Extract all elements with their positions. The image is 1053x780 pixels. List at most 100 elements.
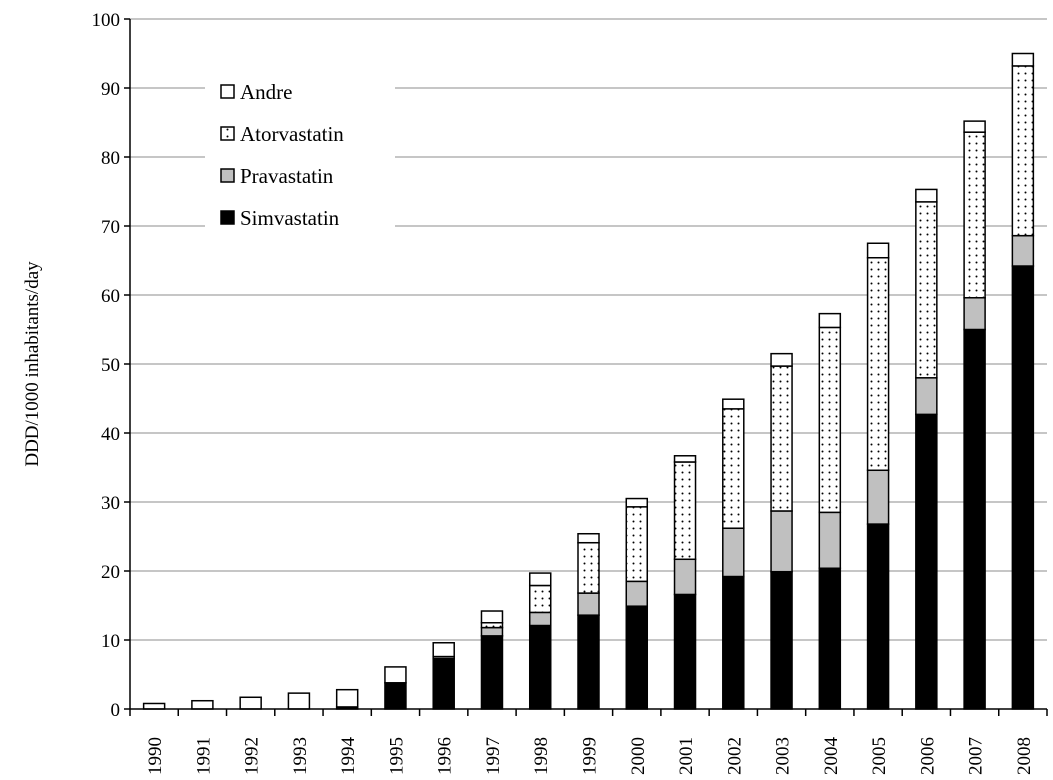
bar-segment-atorvastatin-2004 <box>818 326 842 514</box>
bar-segment-pravastatin-2002 <box>722 527 745 578</box>
legend: Andre Atorvastatin Pravastatin Simvastatin <box>205 68 395 230</box>
bar-segment-atorvastatin-2008 <box>1011 65 1035 237</box>
x-tick-label: 1996 <box>435 737 456 775</box>
bar-segment-atorvastatin-2005 <box>866 256 890 472</box>
bar-segment-atorvastatin-2007 <box>963 131 986 299</box>
bar-segment-atorvastatin-2002 <box>722 408 745 529</box>
legend-label-simvastatin: Simvastatin <box>240 206 340 230</box>
bar-segment-andre-2005 <box>866 242 890 259</box>
bar-segment-andre-2003 <box>770 352 793 367</box>
bar-segment-pravastatin-1998 <box>528 611 552 627</box>
bar-segment-pravastatin-1997 <box>480 626 504 637</box>
y-tick-label: 30 <box>101 493 120 514</box>
bar-segment-simvastatin-2006 <box>915 413 938 710</box>
x-tick-label: 2007 <box>966 737 987 775</box>
bar-segment-simvastatin-1997 <box>480 635 504 710</box>
bar-segment-simvastatin-2003 <box>770 570 793 710</box>
y-tick-label: 90 <box>101 79 120 100</box>
bar-segment-andre-2002 <box>722 398 745 410</box>
bar-segment-simvastatin-2002 <box>722 575 745 710</box>
x-tick-label: 2000 <box>628 737 649 775</box>
legend-background <box>205 68 395 228</box>
bar-segment-pravastatin-1999 <box>577 592 600 616</box>
bar-segment-andre-2007 <box>963 120 986 133</box>
bar-segment-pravastatin-2000 <box>625 580 649 607</box>
y-tick-label: 60 <box>101 286 120 307</box>
bar-segment-simvastatin-2000 <box>625 605 649 710</box>
bar-segment-andre-1991 <box>191 699 214 710</box>
bar-segment-atorvastatin-2001 <box>673 461 697 561</box>
bar-segment-pravastatin-2006 <box>915 377 938 416</box>
y-tick-label: 10 <box>101 631 120 652</box>
y-tick-label: 80 <box>101 148 120 169</box>
bar-segment-andre-1992 <box>239 696 262 710</box>
bar-segment-andre-2004 <box>818 312 842 329</box>
bar-segment-simvastatin-1999 <box>577 614 600 710</box>
bar-segment-andre-1990 <box>142 702 166 710</box>
bar-segment-atorvastatin-2003 <box>770 365 793 512</box>
bar-segment-atorvastatin-1999 <box>577 541 600 594</box>
x-tick-label: 1990 <box>145 737 166 775</box>
bar-segment-andre-2006 <box>915 188 938 203</box>
legend-label-atorvastatin: Atorvastatin <box>240 122 344 146</box>
x-tick-label: 1994 <box>338 737 359 776</box>
legend-swatch-pravastatin <box>220 168 235 183</box>
x-tick-label: 1991 <box>193 737 214 775</box>
bar-segment-andre-2000 <box>625 497 649 508</box>
bar-segment-pravastatin-2008 <box>1011 234 1035 267</box>
y-tick-label: 0 <box>111 700 121 721</box>
bar-segment-pravastatin-2003 <box>770 510 793 573</box>
x-tick-label: 1998 <box>531 737 552 775</box>
bar-segment-andre-1994 <box>335 688 359 708</box>
bar-segment-andre-1995 <box>384 666 407 684</box>
bar-segment-simvastatin-2007 <box>963 328 986 710</box>
bar-segment-simvastatin-2008 <box>1011 265 1035 710</box>
bar-segment-andre-1993 <box>287 692 311 710</box>
y-tick-label: 50 <box>101 355 120 376</box>
bar-segment-andre-1999 <box>577 532 600 544</box>
bar-segment-atorvastatin-2000 <box>625 506 649 583</box>
bar-segment-pravastatin-2001 <box>673 558 697 596</box>
bar-segment-andre-2001 <box>673 455 697 463</box>
x-tick-label: 2001 <box>676 737 697 775</box>
y-tick-labels: 0 10 20 30 40 50 60 70 80 90 100 <box>92 10 130 721</box>
x-tick-label: 1992 <box>242 737 263 775</box>
legend-swatch-andre <box>220 84 235 99</box>
bar-segment-atorvastatin-2006 <box>915 201 938 379</box>
x-tick-label: 1999 <box>580 737 601 775</box>
x-tick-labels: 1990 1991 1992 1993 1994 1995 1996 1997 1998 1999… <box>129 709 1048 776</box>
x-tick-label: 2002 <box>724 737 745 775</box>
bar-segment-simvastatin-1995 <box>384 682 407 710</box>
bar-segment-simvastatin-2005 <box>866 523 890 710</box>
bar-segment-andre-1996 <box>432 642 455 658</box>
x-tick-label: 1997 <box>483 737 504 775</box>
bar-segment-atorvastatin-1998 <box>528 584 552 614</box>
y-axis-title: DDD/1000 inhabitants/day <box>22 261 43 467</box>
bar-segment-simvastatin-1996 <box>432 657 455 710</box>
bar-segment-pravastatin-2005 <box>866 469 890 525</box>
bar-segment-simvastatin-2001 <box>673 593 697 710</box>
bar-segment-simvastatin-2004 <box>818 567 842 710</box>
legend-swatch-simvastatin <box>220 210 235 225</box>
bar-segment-simvastatin-1998 <box>528 624 552 710</box>
legend-label-pravastatin: Pravastatin <box>240 164 334 188</box>
x-tick-label: 1995 <box>386 737 407 775</box>
bar-segment-pravastatin-2004 <box>818 511 842 569</box>
y-tick-label: 100 <box>92 10 121 31</box>
y-tick-label: 40 <box>101 424 120 445</box>
x-tick-label: 2006 <box>917 737 938 775</box>
bar-segment-andre-2008 <box>1011 52 1035 67</box>
x-tick-label: 2005 <box>869 737 890 775</box>
x-tick-label: 2004 <box>821 737 842 776</box>
y-tick-label: 70 <box>101 217 120 238</box>
legend-label-andre: Andre <box>240 80 292 104</box>
x-tick-label: 2008 <box>1014 737 1035 775</box>
y-tick-label: 20 <box>101 562 120 583</box>
legend-swatch-atorvastatin <box>220 126 235 141</box>
bar-segment-andre-1998 <box>528 572 552 587</box>
x-tick-label: 1993 <box>290 737 311 775</box>
bar-segment-pravastatin-2007 <box>963 297 986 331</box>
bar-segment-andre-1997 <box>480 610 504 624</box>
